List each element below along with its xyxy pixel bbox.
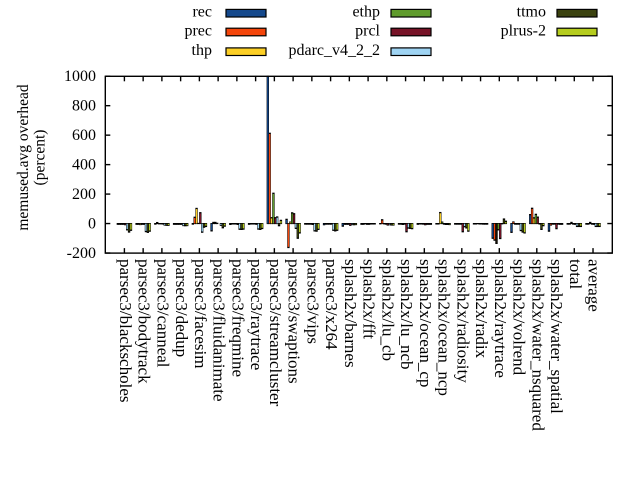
svg-text:-200: -200 [67, 245, 96, 262]
svg-text:0: 0 [88, 216, 96, 233]
svg-text:ttmo: ttmo [517, 4, 546, 21]
svg-text:parsec3/vips: parsec3/vips [303, 259, 322, 344]
svg-text:parsec3/dedup: parsec3/dedup [172, 259, 191, 357]
svg-text:parsec3/streamcluster: parsec3/streamcluster [266, 259, 285, 407]
svg-text:memused.avg overhead: memused.avg overhead [15, 84, 32, 231]
svg-text:600: 600 [72, 127, 96, 144]
svg-text:(percent): (percent) [32, 130, 49, 186]
svg-text:average: average [585, 259, 604, 312]
svg-text:parsec3/fluidanimate: parsec3/fluidanimate [210, 259, 229, 402]
svg-text:splash2x/barnes: splash2x/barnes [341, 259, 360, 368]
svg-text:prec: prec [184, 23, 212, 40]
svg-text:parsec3/bodytrack: parsec3/bodytrack [135, 259, 154, 384]
svg-text:parsec3/swaptions: parsec3/swaptions [285, 259, 304, 384]
svg-text:splash2x/water_spatial: splash2x/water_spatial [547, 259, 566, 414]
svg-text:800: 800 [72, 98, 96, 115]
svg-text:pdarc_v4_2_2: pdarc_v4_2_2 [288, 42, 380, 59]
svg-text:splash2x/volrend: splash2x/volrend [510, 259, 529, 376]
svg-text:splash2x/fft: splash2x/fft [360, 259, 379, 339]
svg-text:ethp: ethp [352, 4, 380, 21]
svg-text:rec: rec [192, 4, 212, 21]
svg-text:400: 400 [72, 157, 96, 174]
svg-text:parsec3/canneal: parsec3/canneal [153, 259, 172, 368]
svg-text:plrus-2: plrus-2 [501, 23, 546, 40]
svg-text:splash2x/ocean_cp: splash2x/ocean_cp [416, 259, 435, 387]
svg-text:splash2x/lu_ncb: splash2x/lu_ncb [397, 259, 416, 370]
svg-text:parsec3/freqmine: parsec3/freqmine [228, 259, 247, 377]
svg-text:parsec3/raytrace: parsec3/raytrace [247, 259, 266, 370]
svg-text:splash2x/water_nsquared: splash2x/water_nsquared [528, 259, 547, 431]
svg-text:prcl: prcl [355, 23, 380, 40]
svg-text:total: total [566, 259, 585, 289]
svg-text:thp: thp [192, 42, 212, 59]
svg-text:splash2x/radix: splash2x/radix [472, 259, 491, 359]
svg-text:1000: 1000 [64, 68, 96, 85]
svg-text:splash2x/ocean_ncp: splash2x/ocean_ncp [435, 259, 454, 396]
svg-text:splash2x/lu_cb: splash2x/lu_cb [378, 259, 397, 361]
svg-text:splash2x/radiosity: splash2x/radiosity [453, 259, 472, 383]
svg-text:parsec3/facesim: parsec3/facesim [191, 259, 210, 369]
svg-text:200: 200 [72, 186, 96, 203]
svg-text:splash2x/raytrace: splash2x/raytrace [491, 259, 510, 378]
svg-text:parsec3/x264: parsec3/x264 [322, 259, 341, 350]
svg-text:parsec3/blackscholes: parsec3/blackscholes [116, 259, 135, 403]
